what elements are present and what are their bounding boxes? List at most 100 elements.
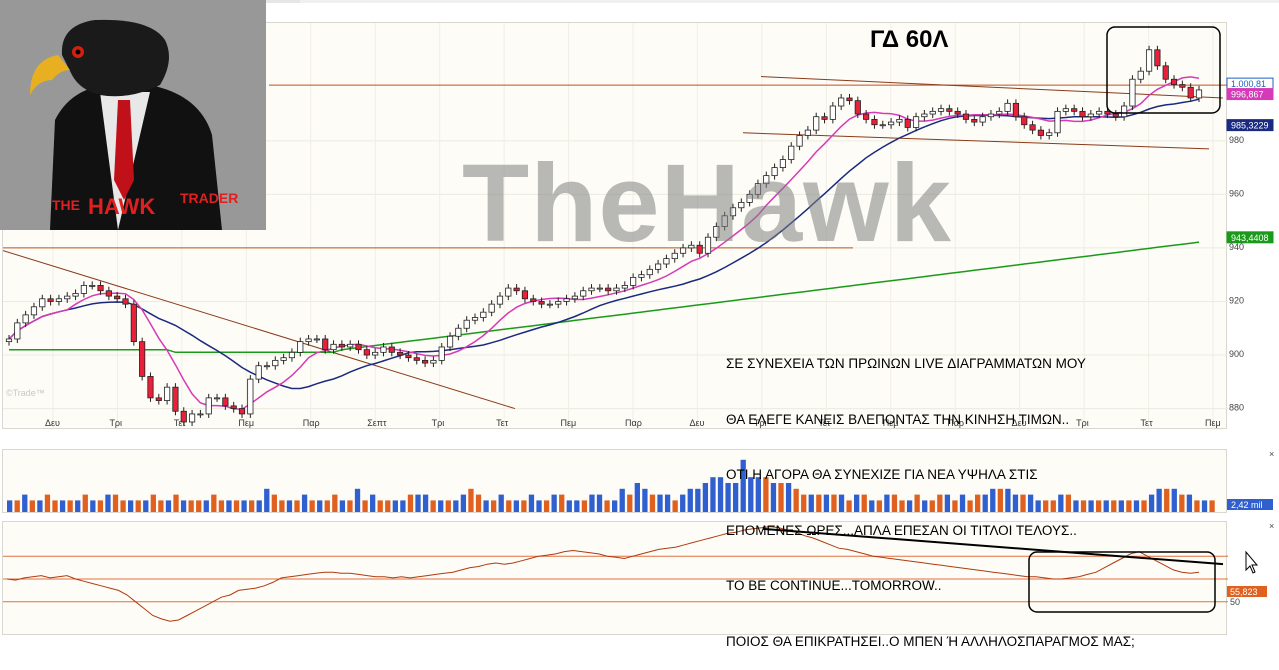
candle bbox=[729, 207, 737, 217]
volume-bar bbox=[733, 483, 739, 512]
volume-bar bbox=[838, 494, 845, 512]
volume-bar bbox=[922, 500, 928, 512]
candle bbox=[771, 167, 778, 177]
volume-bar bbox=[702, 483, 709, 512]
volume-bar bbox=[196, 500, 202, 512]
candle bbox=[438, 346, 445, 361]
volume-pane bbox=[2, 449, 1227, 513]
candle bbox=[1054, 110, 1061, 134]
volume-bar bbox=[649, 494, 656, 512]
volume-bar bbox=[362, 500, 368, 512]
volume-bar bbox=[642, 488, 648, 512]
volume-tag-label: 2,42 mil bbox=[1231, 500, 1263, 510]
candle bbox=[238, 408, 246, 415]
volume-bar bbox=[211, 494, 217, 512]
x-tick-label: Παρ bbox=[947, 418, 964, 428]
candle bbox=[646, 268, 653, 276]
candle bbox=[205, 397, 212, 415]
volume-bar bbox=[1035, 500, 1041, 512]
candle bbox=[1121, 105, 1128, 118]
volume-bar bbox=[914, 494, 920, 512]
candle bbox=[1195, 89, 1203, 99]
price-tag-label: 985,3229 bbox=[1231, 121, 1269, 131]
candle bbox=[97, 285, 104, 292]
volume-bar bbox=[748, 477, 754, 512]
volume-bar bbox=[22, 494, 28, 512]
volume-bar bbox=[959, 494, 966, 512]
volume-bar bbox=[460, 494, 467, 512]
volume-bar bbox=[793, 488, 799, 512]
candle bbox=[630, 276, 637, 286]
candle bbox=[297, 341, 304, 353]
candle bbox=[796, 135, 803, 147]
candle bbox=[14, 322, 21, 340]
candle bbox=[1087, 113, 1094, 118]
candle bbox=[929, 110, 936, 115]
candle bbox=[879, 124, 886, 127]
candle bbox=[546, 303, 553, 306]
candle bbox=[305, 338, 312, 343]
candle bbox=[380, 346, 387, 353]
candle bbox=[130, 303, 137, 343]
candle bbox=[838, 97, 845, 107]
volume-bar bbox=[657, 494, 663, 512]
volume-bar bbox=[90, 500, 96, 512]
candle bbox=[272, 359, 279, 367]
candle bbox=[605, 287, 612, 292]
y-tick-label: 880 bbox=[1229, 403, 1244, 413]
price-chart: Δευ Τρι Τετ Πεμ Παρ Σεπτ Τρι Τετ Πεμ Παρ Δευ Τρι Τετ… bbox=[2, 23, 1228, 430]
candle bbox=[480, 311, 487, 318]
candle bbox=[854, 100, 861, 115]
x-tick-label: Πεμ bbox=[238, 418, 254, 428]
volume-bar bbox=[264, 488, 270, 512]
candle bbox=[1137, 70, 1144, 80]
volume-bar bbox=[997, 488, 1003, 512]
note-line: ΕΠΟΜΕΝΕΣ ΩΡΕΣ...ΑΠΛΑ ΕΠΕΣΑΝ ΟΙ ΤΙΤΛΟΙ ΤΕ… bbox=[726, 522, 1077, 538]
volume-bar bbox=[869, 500, 875, 512]
volume-bar bbox=[1073, 500, 1079, 512]
candle bbox=[1004, 102, 1011, 112]
candle bbox=[122, 298, 129, 305]
candle bbox=[313, 338, 320, 341]
candle bbox=[430, 359, 437, 364]
volume-bar bbox=[150, 494, 156, 512]
x-tick-label: Δευ bbox=[1012, 418, 1027, 428]
volume-bar bbox=[1111, 500, 1117, 512]
volume-bar bbox=[1080, 500, 1087, 512]
price-tag-label: 1.000,81 bbox=[1231, 79, 1266, 89]
volume-tag bbox=[1227, 499, 1273, 510]
note-line: ΠΟΙΟΣ ΘΑ ΕΠΙΚΡΑΤΗΣΕΙ..Ο ΜΠΕΝ Ή ΑΛΛΗΛΟΣΠΑ… bbox=[726, 633, 1135, 649]
window-tab-strip-right[interactable] bbox=[300, 0, 1279, 3]
volume-bar bbox=[1133, 500, 1140, 512]
candle bbox=[1187, 86, 1194, 99]
volume-bar bbox=[1126, 500, 1132, 512]
candle bbox=[64, 295, 71, 300]
x-tick-label: Τετ bbox=[818, 418, 831, 428]
volume-bar bbox=[528, 494, 535, 512]
x-tick-label: Πεμ bbox=[1205, 418, 1221, 428]
volume-bar bbox=[1201, 500, 1208, 512]
candle bbox=[713, 226, 720, 238]
volume-bar bbox=[180, 500, 187, 512]
candle bbox=[446, 335, 454, 348]
candle bbox=[213, 397, 221, 400]
candle bbox=[738, 202, 745, 209]
volume-bar bbox=[1050, 500, 1056, 512]
candle bbox=[505, 287, 512, 297]
volume-bar bbox=[1194, 500, 1200, 512]
candle bbox=[80, 285, 87, 294]
logo-text-hawk: HAWK bbox=[88, 194, 155, 219]
candle bbox=[763, 175, 770, 185]
volume-chart bbox=[7, 459, 1215, 512]
volume-bar bbox=[1156, 488, 1162, 512]
volume-bar bbox=[105, 494, 111, 512]
window-tab-strip-left[interactable] bbox=[266, 0, 300, 3]
candle bbox=[330, 343, 337, 351]
candle bbox=[888, 121, 895, 126]
x-tick-label: Παρ bbox=[303, 418, 320, 428]
volume-bar bbox=[899, 500, 905, 512]
volume-bar bbox=[173, 494, 179, 512]
candle bbox=[1029, 124, 1036, 131]
candle bbox=[72, 293, 79, 297]
volume-bar bbox=[370, 494, 376, 512]
